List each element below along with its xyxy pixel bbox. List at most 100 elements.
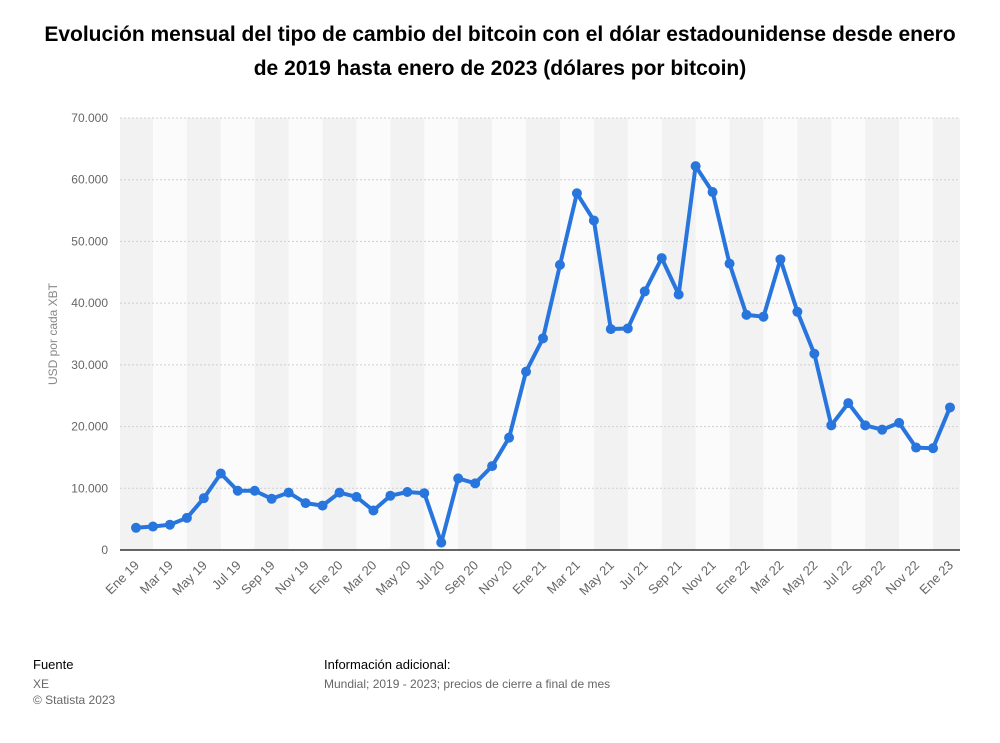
source-heading: Fuente [33,657,74,672]
x-tick-label: Ene 23 [916,558,956,598]
y-tick-label: 20.000 [71,420,108,434]
data-point [758,311,769,322]
data-point [283,487,294,498]
background-band [661,118,696,550]
x-tick-label: May 19 [169,558,210,599]
x-tick-label: Ene 21 [509,558,549,598]
y-tick-label: 70.000 [71,111,108,125]
y-axis-tick-labels: 0 10.000 20.000 30.000 40.000 50.000 60.000 70.… [71,111,108,557]
data-point [605,324,616,335]
background-band [933,118,960,550]
data-point [928,443,939,454]
additional-info-text: Mundial; 2019 - 2023; precios de cierre … [324,677,611,691]
data-point [419,488,430,499]
y-tick-label: 40.000 [71,296,108,310]
data-point [198,493,209,504]
data-point [741,309,752,320]
data-point [470,478,481,489]
data-point [181,512,192,523]
x-tick-label: Ene 22 [713,558,753,598]
x-tick-label: Nov 21 [679,558,719,598]
x-tick-label: Mar 19 [137,558,176,597]
data-point [504,432,515,443]
x-tick-label: Sep 21 [645,558,685,598]
data-point [571,188,582,199]
copyright: © Statista 2023 [33,693,116,707]
data-point [775,254,786,265]
x-tick-label: Mar 22 [747,558,786,597]
data-point [639,286,650,297]
data-point [334,487,345,498]
background-band [390,118,425,550]
data-point [690,161,701,172]
data-point [521,366,532,377]
background-bands [120,118,960,550]
x-tick-label: Sep 19 [238,558,278,598]
x-tick-label: Sep 22 [849,558,889,598]
x-tick-label: Ene 19 [102,558,142,598]
data-point [826,420,837,431]
background-band [729,118,764,550]
background-band [120,118,153,550]
data-point [436,537,447,548]
x-tick-label: May 22 [780,558,821,599]
data-point [300,498,311,509]
data-point [215,468,226,479]
x-tick-label: Ene 20 [306,558,346,598]
data-point [724,258,735,269]
data-point [860,420,871,431]
data-point [554,259,565,270]
data-point [894,417,905,428]
x-tick-label: Mar 20 [340,558,379,597]
source-name: XE [33,677,50,691]
additional-info-block: Información adicional: Mundial; 2019 - 2… [324,657,610,692]
x-tick-label: Nov 20 [475,558,515,598]
data-point [487,461,498,472]
data-point [656,253,667,264]
data-point [147,521,158,532]
x-tick-label: Nov 19 [272,558,312,598]
data-point [385,490,396,501]
data-point [809,348,820,359]
x-tick-label: Sep 20 [442,558,482,598]
data-point [131,522,141,533]
background-band [254,118,289,550]
chart-title: Evolución mensual del tipo de cambio del… [44,23,956,80]
data-point [249,485,260,496]
data-point [945,402,955,413]
background-band [797,118,832,550]
data-point [402,486,413,497]
data-point [673,289,684,300]
y-tick-label: 50.000 [71,234,108,248]
source-block: Fuente XE © Statista 2023 [33,657,115,708]
background-band [322,118,357,550]
data-point [707,187,718,198]
gridlines [120,117,960,489]
additional-info-heading: Información adicional: [324,657,451,672]
data-point [164,519,175,530]
data-point [588,215,599,226]
data-point [538,333,548,344]
background-band [186,118,221,550]
data-point [266,493,277,504]
y-tick-label: 0 [101,543,108,557]
y-tick-label: 60.000 [71,173,108,187]
data-point [877,424,888,435]
data-point [843,398,854,409]
x-tick-label: May 20 [373,558,414,599]
y-tick-label: 30.000 [71,358,108,372]
line-chart: 0 10.000 20.000 30.000 40.000 50.000 60.000 70.… [46,111,960,599]
data-point [622,323,633,334]
data-point [368,505,379,516]
x-tick-label: Nov 22 [882,558,922,598]
data-points [131,161,955,548]
data-point [232,485,243,496]
data-point [351,491,362,502]
data-point [453,473,464,484]
y-tick-label: 10.000 [71,481,108,495]
data-point [317,500,328,511]
data-point [792,306,803,317]
y-axis-label: USD por cada XBT [46,282,60,385]
background-band [865,118,900,550]
